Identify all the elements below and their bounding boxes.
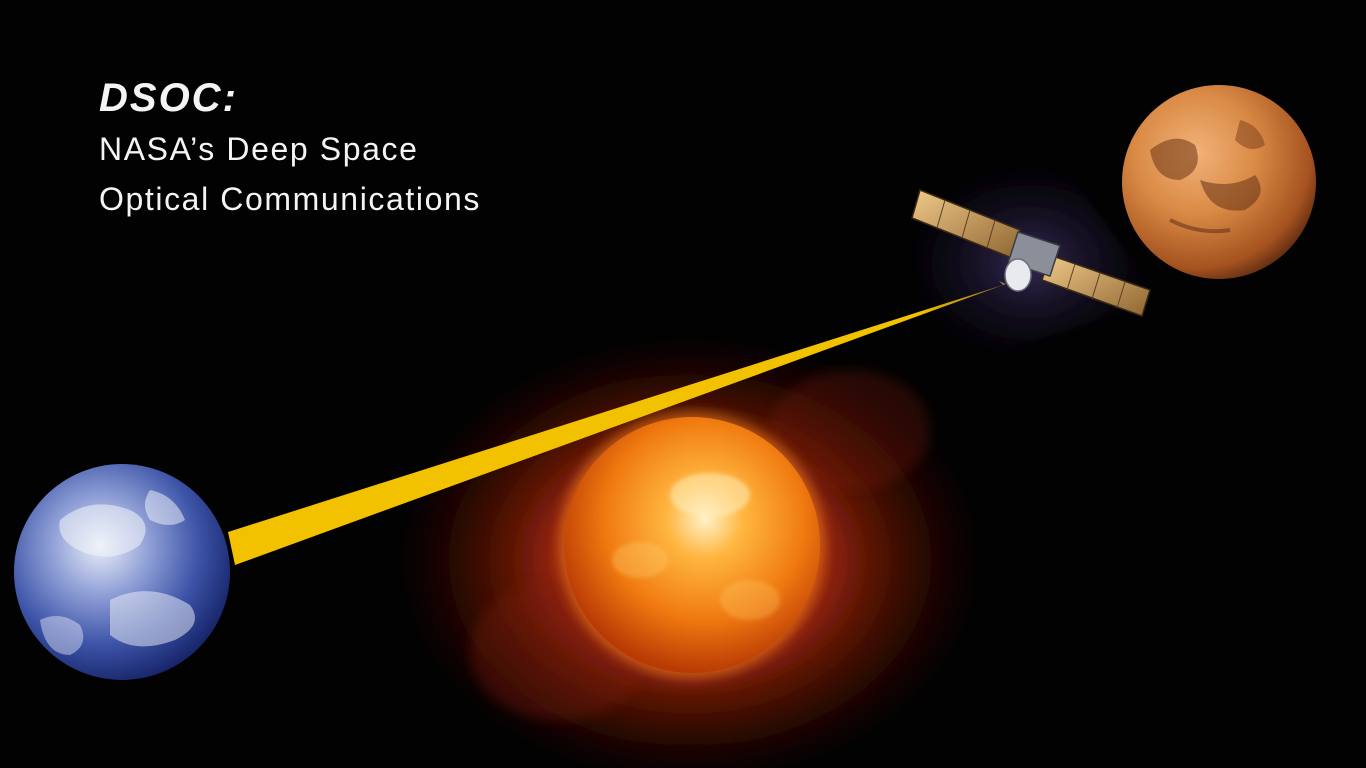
sun	[559, 412, 825, 678]
earth	[14, 464, 230, 680]
laser-beam	[228, 281, 1006, 565]
subtitle-line-2: Optical Communications	[99, 181, 481, 217]
spacecraft	[911, 188, 1151, 317]
title-block: DSOC: NASA’s Deep Space Optical Communic…	[99, 72, 481, 224]
mars	[1122, 85, 1316, 279]
subtitle-line-1: NASA’s Deep Space	[99, 131, 419, 167]
title: DSOC:	[99, 76, 238, 120]
